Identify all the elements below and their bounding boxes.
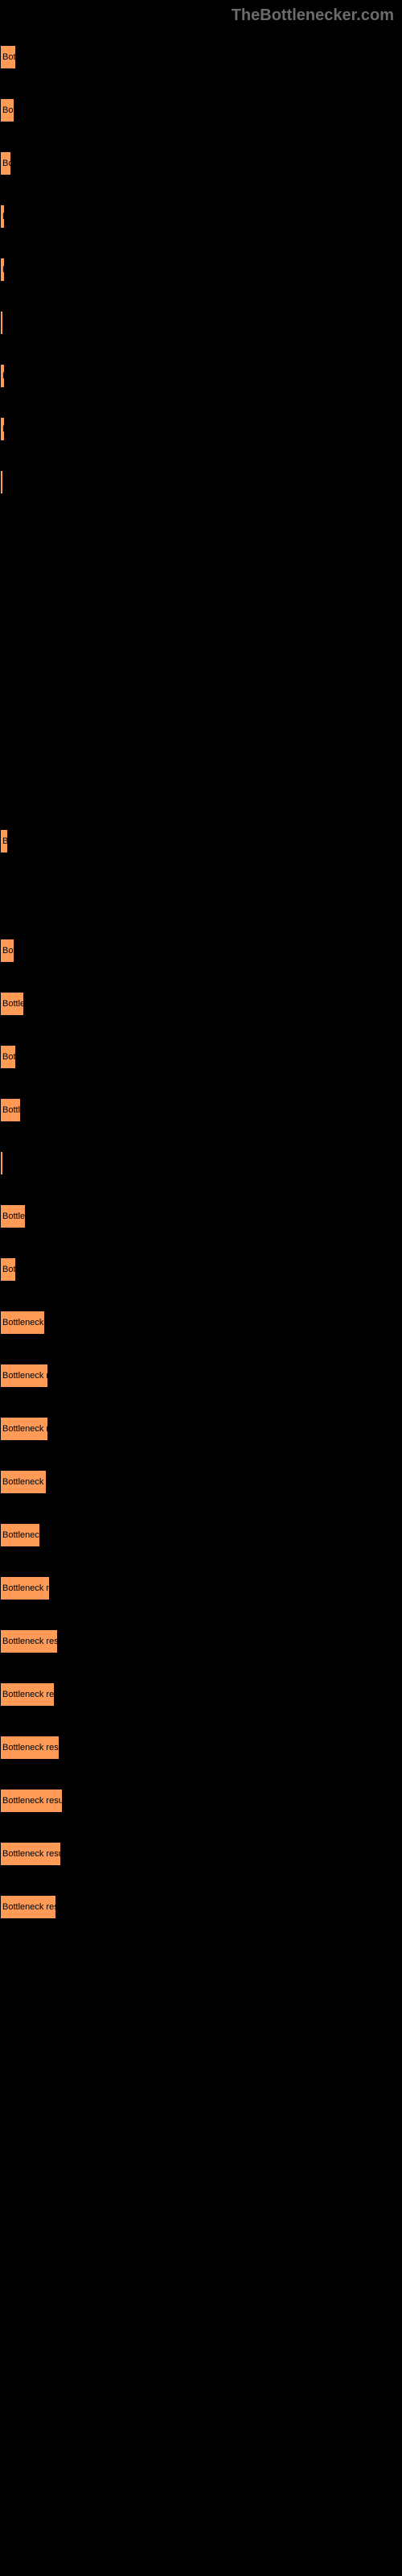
bottleneck-bar: Bottleneck result (0, 992, 24, 1016)
bar-label: Bottleneck result (2, 1212, 26, 1221)
bottleneck-bar: Bottleneck result (0, 1151, 3, 1175)
bar-label: Bottleneck result (2, 946, 14, 956)
bar-label: Bottleneck result (2, 1105, 21, 1115)
bar-label: Bottleneck result (2, 1902, 56, 1912)
bar-label: Bottleneck result (2, 1583, 50, 1593)
bar-label: Bottleneck result (2, 212, 5, 221)
bottleneck-bar: Bottleneck result (0, 1364, 48, 1388)
bar-row: Bottleneck result (0, 85, 402, 134)
bar-label: Bottleneck result (2, 1052, 16, 1062)
bar-row: Bottleneck result (0, 816, 402, 865)
bottleneck-bar: Bottleneck result (0, 1257, 16, 1282)
bar-label: Bottleneck result (2, 265, 5, 275)
bar-row: Bottleneck result (0, 1829, 402, 1877)
bar-row: Bottleneck result (0, 192, 402, 240)
bottleneck-bar: Bottleneck result (0, 311, 3, 335)
bottleneck-bar: Bottleneck result (0, 1417, 48, 1441)
bar-row: Bottleneck result (0, 1882, 402, 1930)
bottleneck-bar: Bottleneck result (0, 258, 5, 282)
bottleneck-bar: Bottleneck result (0, 939, 14, 963)
bottleneck-bar: Bottleneck result (0, 1789, 63, 1813)
bar-label: Bottleneck result (2, 1690, 55, 1699)
bar-label: Bottleneck result (2, 836, 8, 846)
bar-label: Bottleneck result (2, 1158, 3, 1168)
bar-label: Bottleneck result (2, 1637, 58, 1646)
bar-row: Bottleneck result (0, 1563, 402, 1612)
bar-row: Bottleneck result (0, 1032, 402, 1080)
bar-label: Bottleneck result (2, 159, 11, 168)
bottleneck-chart: Bottleneck result Bottleneck result Bottle… (0, 0, 402, 1967)
bottleneck-bar: Bottleneck result (0, 1682, 55, 1707)
bar-row: Bottleneck result (0, 457, 402, 506)
bar-row: Bottleneck result (0, 1510, 402, 1558)
bar-row: Bottleneck result (0, 1085, 402, 1133)
bottleneck-bar: Bottleneck result (0, 1736, 59, 1760)
bar-label: Bottleneck result (2, 1530, 40, 1540)
bottleneck-bar: Bottleneck result (0, 1629, 58, 1653)
bar-label: Bottleneck result (2, 1849, 61, 1859)
bar-label: Bottleneck result (2, 52, 16, 62)
bottleneck-bar: Bottleneck result (0, 1470, 47, 1494)
bar-label: Bottleneck result (2, 1477, 47, 1487)
bar-row: Bottleneck result (0, 979, 402, 1027)
bar-row: Bottleneck result (0, 1404, 402, 1452)
bottleneck-bar: Bottleneck result (0, 1842, 61, 1866)
bar-row: Bottleneck result (0, 1298, 402, 1346)
bar-row: Bottleneck result (0, 1191, 402, 1240)
bar-row: Bottleneck result (0, 1776, 402, 1824)
bar-row: Bottleneck result (0, 926, 402, 974)
bar-row: Bottleneck result (0, 1245, 402, 1293)
bar-label: Bottleneck result (2, 1796, 63, 1806)
bottleneck-bar: Bottleneck result (0, 1204, 26, 1228)
bar-label: Bottleneck result (2, 105, 14, 115)
bar-label: Bottleneck result (2, 1424, 48, 1434)
bar-label: Bottleneck result (2, 477, 3, 487)
bar-row: Bottleneck result (0, 1616, 402, 1665)
bottleneck-bar: Bottleneck result (0, 1045, 16, 1069)
bar-row: Bottleneck result (0, 298, 402, 346)
bottleneck-bar: Bottleneck result (0, 829, 8, 853)
bottleneck-bar: Bottleneck result (0, 1523, 40, 1547)
bottleneck-bar: Bottleneck result (0, 98, 14, 122)
bottleneck-bar: Bottleneck result (0, 204, 5, 229)
bar-row: Bottleneck result (0, 404, 402, 452)
bar-label: Bottleneck result (2, 371, 5, 381)
bar-label: Bottleneck result (2, 1371, 48, 1381)
bottleneck-bar: Bottleneck result (0, 1098, 21, 1122)
bottleneck-bar: Bottleneck result (0, 151, 11, 175)
bottleneck-bar: Bottleneck result (0, 1576, 50, 1600)
bar-row: Bottleneck result (0, 1138, 402, 1187)
bar-row: Bottleneck result (0, 245, 402, 293)
bar-label: Bottleneck result (2, 318, 3, 328)
bottleneck-bar: Bottleneck result (0, 470, 3, 494)
bar-row: Bottleneck result (0, 1723, 402, 1771)
bar-row: Bottleneck result (0, 1457, 402, 1505)
bottleneck-bar: Bottleneck result (0, 1895, 56, 1919)
bar-row: Bottleneck result (0, 32, 402, 80)
bottleneck-bar: Bottleneck result (0, 1311, 45, 1335)
bar-row: Bottleneck result (0, 1351, 402, 1399)
bottleneck-bar: Bottleneck result (0, 364, 5, 388)
bar-label: Bottleneck result (2, 1743, 59, 1752)
bar-label: Bottleneck result (2, 999, 24, 1009)
bottleneck-bar: Bottleneck result (0, 417, 5, 441)
bar-row: Bottleneck result (0, 138, 402, 187)
bar-label: Bottleneck result (2, 424, 5, 434)
bar-row: Bottleneck result (0, 1670, 402, 1718)
bar-label: Bottleneck result (2, 1318, 45, 1327)
bar-label: Bottleneck result (2, 1265, 16, 1274)
bottleneck-bar: Bottleneck result (0, 45, 16, 69)
bar-row: Bottleneck result (0, 351, 402, 399)
